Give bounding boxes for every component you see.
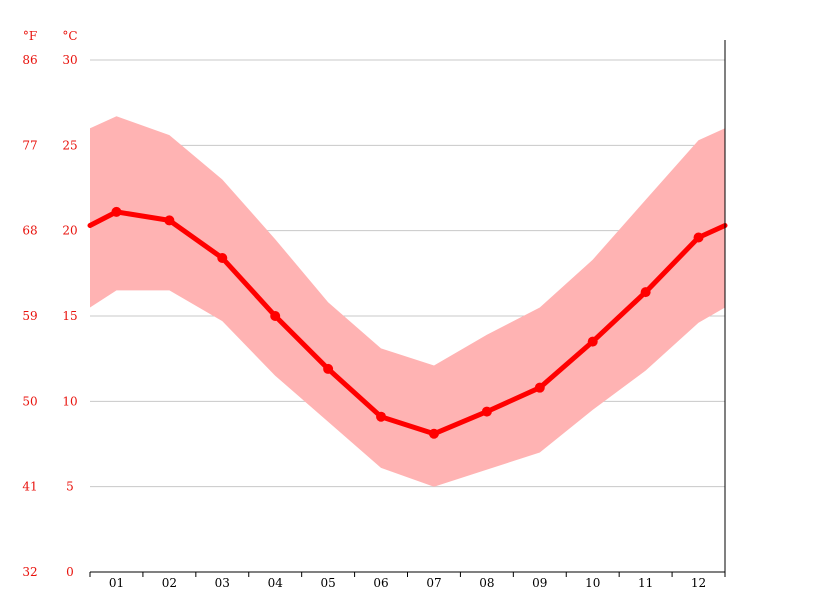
y-tick-label-fahrenheit: 86 xyxy=(22,53,37,67)
average-temperature-line xyxy=(87,209,728,437)
data-point xyxy=(587,336,598,347)
data-point xyxy=(270,311,281,321)
data-point xyxy=(693,232,704,243)
x-axis-ticks xyxy=(89,572,726,577)
data-point xyxy=(428,428,439,439)
fahrenheit-unit-label: °F xyxy=(23,29,37,43)
x-tick-label: 09 xyxy=(532,576,547,590)
data-point xyxy=(534,382,545,393)
y-tick-label-fahrenheit: 68 xyxy=(22,224,37,238)
y-tick-label-celsius: 0 xyxy=(66,565,74,579)
x-tick-label: 05 xyxy=(320,576,335,590)
x-tick-label: 03 xyxy=(215,576,230,590)
y-axis-labels: 86 30 77 25 68 20 59 15 50 10 41 5 32 0 xyxy=(22,53,77,579)
data-point xyxy=(111,206,122,217)
x-tick-label: 11 xyxy=(638,576,653,590)
x-tick-label: 02 xyxy=(162,576,177,590)
x-tick-label: 04 xyxy=(268,576,284,590)
y-tick-label-fahrenheit: 59 xyxy=(22,309,37,323)
data-point xyxy=(217,252,228,263)
y-tick-label-celsius: 15 xyxy=(62,309,77,323)
x-tick-label: 10 xyxy=(585,576,600,590)
y-tick-label-celsius: 20 xyxy=(62,224,77,238)
celsius-unit-label: °C xyxy=(62,29,77,43)
x-axis-labels: 01 02 03 04 05 06 07 08 09 10 11 12 xyxy=(109,576,706,590)
y-tick-label-celsius: 30 xyxy=(62,53,77,67)
x-tick-label: 07 xyxy=(426,576,441,590)
y-tick-label-celsius: 5 xyxy=(66,480,74,494)
y-tick-label-celsius: 25 xyxy=(62,138,77,152)
data-point xyxy=(640,287,651,298)
x-tick-label: 08 xyxy=(479,576,494,590)
y-tick-label-fahrenheit: 50 xyxy=(22,394,37,408)
data-point xyxy=(376,411,387,422)
data-points xyxy=(111,206,704,439)
y-tick-label-fahrenheit: 41 xyxy=(22,480,37,494)
y-tick-label-fahrenheit: 77 xyxy=(22,138,37,152)
x-tick-label: 06 xyxy=(373,576,388,590)
x-tick-label: 01 xyxy=(109,576,124,590)
data-point xyxy=(481,406,492,417)
y-tick-label-fahrenheit: 32 xyxy=(22,565,37,579)
temperature-range-band xyxy=(90,116,725,487)
y-tick-label-celsius: 10 xyxy=(62,394,77,408)
data-point xyxy=(164,215,175,226)
x-tick-label: 12 xyxy=(691,576,706,590)
data-point xyxy=(323,363,334,374)
